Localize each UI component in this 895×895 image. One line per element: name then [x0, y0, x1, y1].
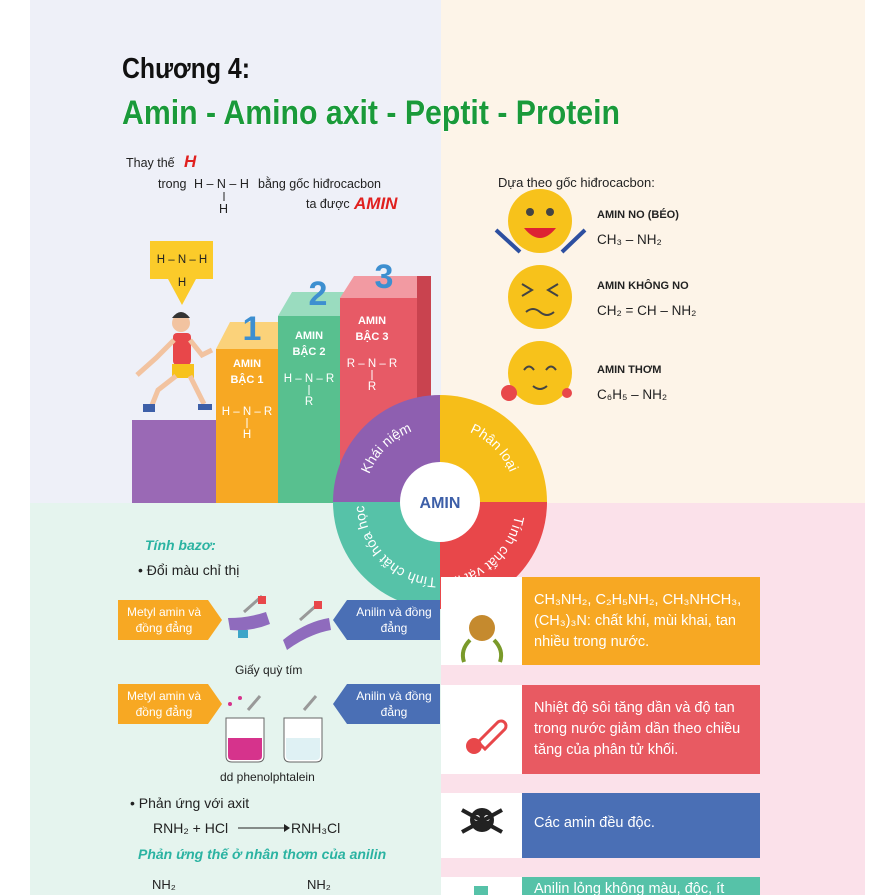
box-text: CH₃NH₂, C₂H₅NH₂, CH₃NHCH₃, (CH₃)₃N: chất… — [534, 592, 742, 651]
icons — [460, 615, 508, 895]
concept-text: trong — [158, 177, 187, 191]
box — [522, 577, 760, 665]
step-label: AMIN — [358, 315, 386, 327]
box — [522, 877, 760, 895]
step-formula: R — [305, 396, 313, 408]
step-label: BẬC 3 — [355, 330, 388, 343]
class-name: AMIN NO (BÉO) — [597, 208, 679, 221]
box-text: Các amin đều độc. — [534, 815, 655, 831]
step-formula: H – N – R — [284, 373, 335, 385]
icon-panel — [441, 685, 522, 774]
step-number: 2 — [309, 275, 328, 313]
step-label: AMIN — [295, 330, 323, 342]
chemical-text: • Phản ứng với axit — [130, 795, 250, 811]
equation: NH₂ — [152, 877, 176, 892]
step-top — [278, 292, 354, 316]
class-formula: CH₂ = CH – NH₂ — [597, 303, 696, 318]
class-name: AMIN THƠM — [597, 364, 661, 376]
class-name: AMIN KHÔNG NO — [597, 279, 689, 292]
concept-text: Thay thế — [126, 156, 175, 170]
formula: H – N – H — [194, 177, 249, 191]
tag-arrow — [118, 600, 222, 640]
formula: H — [219, 202, 228, 216]
tag: Anilin và đồng đẳng — [356, 604, 432, 635]
concept-h: H — [184, 152, 197, 171]
step-label: BẬC 1 — [230, 373, 263, 386]
step-formula: R – N – R — [347, 358, 398, 370]
step-top — [216, 322, 292, 349]
equation: NH₂ — [307, 877, 331, 892]
chemical-heading: Phản ứng thế ở nhân thơm của anilin — [138, 846, 387, 862]
tag-arrow — [118, 684, 222, 724]
badge-formula: H — [178, 277, 186, 289]
runner — [135, 312, 214, 412]
reaction-arrow — [284, 824, 290, 832]
tag: Metyl amin và đồng đẳng — [126, 604, 202, 635]
equation: RNH₂ + HCl — [153, 820, 229, 836]
badge — [150, 241, 213, 305]
tag: Metyl amin và đồng đẳng — [126, 688, 202, 719]
step-number: 1 — [243, 310, 262, 348]
tag-arrow — [333, 600, 440, 640]
step-formula: H – N – R — [222, 406, 273, 418]
box-text: Nhiệt độ sôi tăng dần và độ tan trong nư… — [534, 700, 741, 759]
step-label: BẬC 2 — [292, 345, 325, 358]
bg-classification — [441, 0, 865, 503]
class-formula: C₆H₅ – NH₂ — [597, 387, 667, 402]
box-text: Anilin lỏng không màu, độc, ít — [534, 881, 725, 895]
title: Amin - Amino axit - Peptit - Protein — [122, 94, 620, 132]
step-formula: R — [368, 381, 376, 393]
chapter: Chương 4: — [122, 53, 250, 85]
badge-formula: H – N – H — [157, 254, 208, 266]
classification-heading: Dựa theo gốc hiđrocacbon: — [498, 175, 655, 190]
step — [278, 316, 340, 503]
face-icons — [494, 189, 587, 405]
step-number: 3 — [375, 258, 394, 296]
tag: Anilin và đồng đẳng — [356, 688, 432, 719]
indicator-graphics — [225, 594, 331, 763]
concept-result: AMIN — [353, 194, 398, 213]
concept-text: bằng gốc hiđrocacbon — [258, 176, 381, 191]
step-top — [340, 276, 431, 298]
concept-text: ta được — [306, 197, 350, 211]
step-label: AMIN — [233, 358, 261, 370]
class-formula: CH₃ – NH₂ — [597, 232, 662, 247]
caption: Giấy quỳ tím — [235, 663, 303, 677]
tag-arrow — [333, 684, 440, 724]
equation: RNH₃Cl — [291, 820, 341, 836]
box — [522, 685, 760, 774]
wheel-center — [400, 462, 480, 542]
step-base — [132, 420, 216, 503]
caption: dd phenolphtalein — [220, 770, 315, 784]
wheel-center-label: AMIN — [420, 495, 461, 512]
box — [522, 793, 760, 858]
step-formula: H — [243, 429, 251, 441]
chemical-text: • Đổi màu chỉ thị — [138, 562, 240, 578]
chemical-heading: Tính bazơ: — [145, 537, 216, 553]
